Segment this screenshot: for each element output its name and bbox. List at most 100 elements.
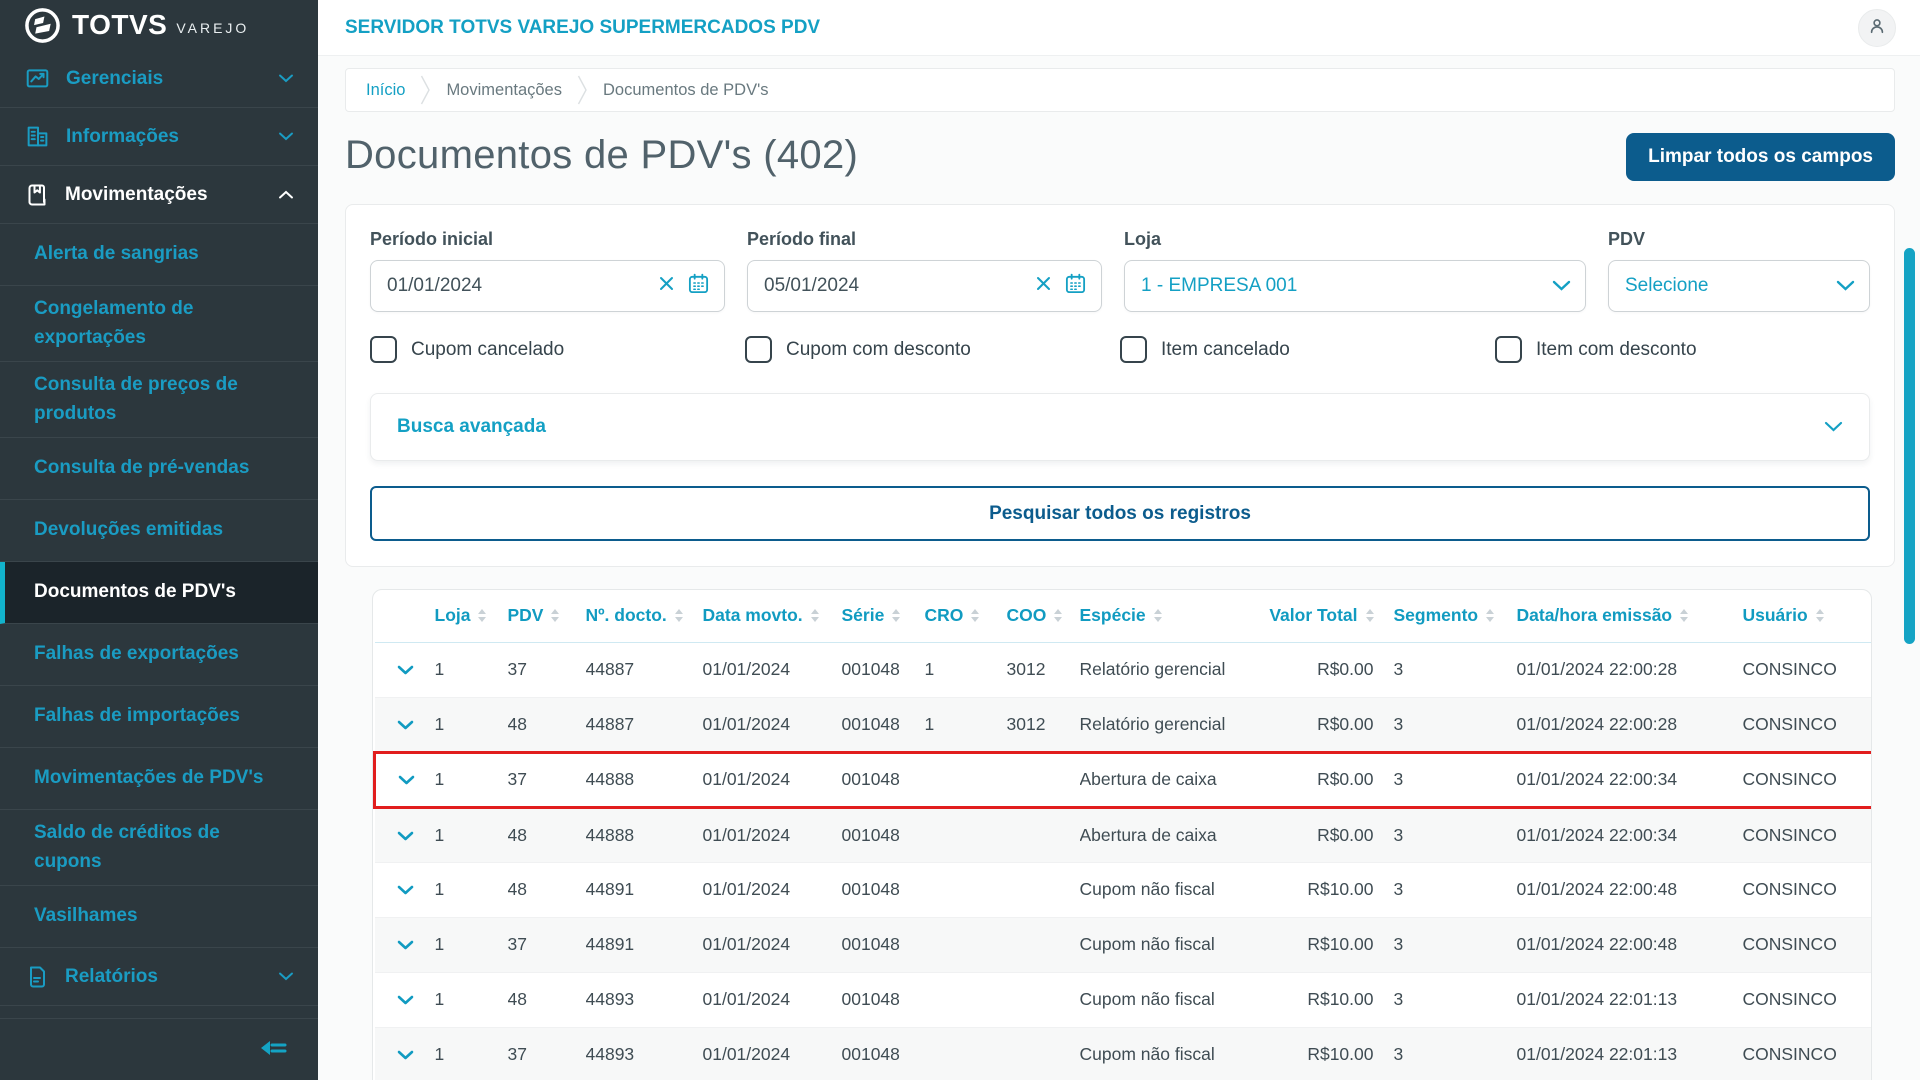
expand-row-chevron-icon[interactable] xyxy=(397,1050,414,1060)
select-value: 1 - EMPRESA 001 xyxy=(1141,275,1298,296)
advanced-search-toggle[interactable]: Busca avançada xyxy=(370,393,1870,461)
breadcrumb-item-inicio[interactable]: Início xyxy=(366,80,406,99)
sort-icon[interactable] xyxy=(1815,609,1824,623)
checkbox-box[interactable] xyxy=(745,336,772,363)
cell-especie: Cupom não fiscal xyxy=(1079,972,1269,1028)
sort-icon[interactable] xyxy=(892,609,901,623)
advanced-search-label: Busca avançada xyxy=(397,416,546,437)
table-row: 1 37 44887 01/01/2024 001048 1 3012 Relatório g… xyxy=(374,642,1871,698)
sidebar-item-documentos-de-pdv-s[interactable]: Documentos de PDV's xyxy=(0,562,318,624)
sort-icon[interactable] xyxy=(1153,609,1162,623)
cell-pdv: 37 xyxy=(507,750,586,809)
checkbox-item-cancelado[interactable]: Item cancelado xyxy=(1120,336,1495,363)
breadcrumb-item-documentos-de-pdv-s[interactable]: Documentos de PDV's xyxy=(603,80,769,99)
chart-icon xyxy=(25,66,50,91)
column-header-segmento[interactable]: Segmento xyxy=(1373,590,1517,643)
column-header-cro[interactable]: CRO xyxy=(924,590,1007,643)
collapse-sidebar-button[interactable] xyxy=(258,1037,288,1062)
sort-icon[interactable] xyxy=(551,609,560,623)
sidebar-section-informacoes[interactable]: Informações xyxy=(0,108,318,166)
collapse-menu-icon xyxy=(258,1037,288,1062)
sidebar-item-saldo-de-creditos-de-cupons[interactable]: Saldo de créditos de cupons xyxy=(0,810,318,886)
checkbox-cupom-com-desconto[interactable]: Cupom com desconto xyxy=(745,336,1120,363)
cell-docto: 44887 xyxy=(585,697,703,753)
pdv-select[interactable]: Selecione xyxy=(1608,260,1870,312)
checkbox-box[interactable] xyxy=(1495,336,1522,363)
sidebar-item-consulta-de-pre-vendas[interactable]: Consulta de pré-vendas xyxy=(0,438,318,500)
sidebar-item-alerta-de-sangrias[interactable]: Alerta de sangrias xyxy=(0,224,318,286)
sort-icon[interactable] xyxy=(1680,609,1689,623)
sidebar-item-falhas-de-exportacoes[interactable]: Falhas de exportações xyxy=(0,624,318,686)
cell-segmento: 3 xyxy=(1373,862,1517,918)
clear-all-fields-button[interactable]: Limpar todos os campos xyxy=(1626,133,1895,181)
cell-docto: 44891 xyxy=(585,917,703,973)
sidebar-section-gerenciais[interactable]: Gerenciais xyxy=(0,50,318,108)
cell-valor: R$10.00 xyxy=(1268,1027,1374,1080)
expand-row-chevron-icon[interactable] xyxy=(397,885,414,895)
column-header-data-hora-emissao[interactable]: Data/hora emissão xyxy=(1516,590,1743,643)
cell-cro xyxy=(924,972,1007,1028)
sidebar-item-vasilhames[interactable]: Vasilhames xyxy=(0,886,318,948)
column-header-pdv[interactable]: PDV xyxy=(507,590,586,643)
sidebar-section-relatorios[interactable]: Relatórios xyxy=(0,948,318,1006)
periodo-inicial-input[interactable]: 01/01/2024 xyxy=(370,260,725,312)
cell-segmento: 3 xyxy=(1373,807,1517,863)
cell-emissao: 01/01/2024 22:01:13 xyxy=(1516,972,1743,1028)
expand-row-chevron-icon[interactable] xyxy=(397,665,414,675)
expand-row-chevron-icon[interactable] xyxy=(397,940,414,950)
column-header-loja[interactable]: Loja xyxy=(434,590,508,643)
sidebar-item-congelamento-de-exportacoes[interactable]: Congelamento de exportações xyxy=(0,286,318,362)
cell-valor: R$0.00 xyxy=(1268,807,1374,863)
cell-valor: R$10.00 xyxy=(1268,972,1374,1028)
cell-serie: 001048 xyxy=(841,642,925,698)
clear-date-icon[interactable] xyxy=(659,275,674,297)
expand-row-cell xyxy=(374,972,435,1028)
user-menu-button[interactable] xyxy=(1858,8,1896,47)
column-header-especie[interactable]: Espécie xyxy=(1079,590,1269,643)
sort-icon[interactable] xyxy=(674,609,683,623)
sort-icon[interactable] xyxy=(1486,609,1495,623)
expand-row-chevron-icon[interactable] xyxy=(397,831,414,841)
cell-serie: 001048 xyxy=(841,807,925,863)
expand-row-chevron-icon[interactable] xyxy=(397,995,414,1005)
expand-row-chevron-icon[interactable] xyxy=(398,775,415,785)
sort-icon[interactable] xyxy=(810,609,819,623)
expand-row-chevron-icon[interactable] xyxy=(397,720,414,730)
sort-icon[interactable] xyxy=(971,609,980,623)
sort-icon[interactable] xyxy=(1365,609,1374,623)
calendar-icon[interactable] xyxy=(1064,272,1087,301)
breadcrumb-item-movimentacoes[interactable]: Movimentações xyxy=(446,80,562,99)
column-header-valor-total[interactable]: Valor Total xyxy=(1268,590,1374,643)
loja-select[interactable]: 1 - EMPRESA 001 xyxy=(1124,260,1586,312)
sidebar-item-devolucoes-emitidas[interactable]: Devoluções emitidas xyxy=(0,500,318,562)
calendar-icon[interactable] xyxy=(687,272,710,301)
expand-row-cell xyxy=(374,642,435,698)
building-icon xyxy=(25,124,50,149)
sort-icon[interactable] xyxy=(1054,609,1063,623)
checkbox-item-com-desconto[interactable]: Item com desconto xyxy=(1495,336,1870,363)
vertical-scrollbar[interactable] xyxy=(1904,248,1915,644)
sort-icon[interactable] xyxy=(478,609,487,623)
checkbox-box[interactable] xyxy=(370,336,397,363)
checkbox-cupom-cancelado[interactable]: Cupom cancelado xyxy=(370,336,745,363)
cell-data: 01/01/2024 xyxy=(702,807,842,863)
column-header-coo[interactable]: COO xyxy=(1006,590,1080,643)
search-all-records-button[interactable]: Pesquisar todos os registros xyxy=(370,486,1870,541)
sidebar-section-label: Gerenciais xyxy=(66,67,164,89)
periodo-final-input[interactable]: 05/01/2024 xyxy=(747,260,1102,312)
checkbox-box[interactable] xyxy=(1120,336,1147,363)
cell-segmento: 3 xyxy=(1373,642,1517,698)
sidebar-item-consulta-de-precos-de-produtos[interactable]: Consulta de preços de produtos xyxy=(0,362,318,438)
column-header-usuario[interactable]: Usuário xyxy=(1742,590,1871,643)
column-header-serie[interactable]: Série xyxy=(841,590,925,643)
sidebar-item-movimentacoes-de-pdv-s[interactable]: Movimentações de PDV's xyxy=(0,748,318,810)
sidebar-section-movimentacoes[interactable]: Movimentações xyxy=(0,166,318,224)
sidebar-item-falhas-de-importacoes[interactable]: Falhas de importações xyxy=(0,686,318,748)
column-header-data-movto[interactable]: Data movto. xyxy=(702,590,842,643)
column-header-n-docto[interactable]: Nº. docto. xyxy=(585,590,703,643)
checkbox-label: Cupom com desconto xyxy=(786,338,971,360)
cell-serie: 001048 xyxy=(841,1027,925,1080)
clear-date-icon[interactable] xyxy=(1036,275,1051,297)
cell-segmento: 3 xyxy=(1373,1027,1517,1080)
cell-emissao: 01/01/2024 22:00:28 xyxy=(1516,642,1743,698)
